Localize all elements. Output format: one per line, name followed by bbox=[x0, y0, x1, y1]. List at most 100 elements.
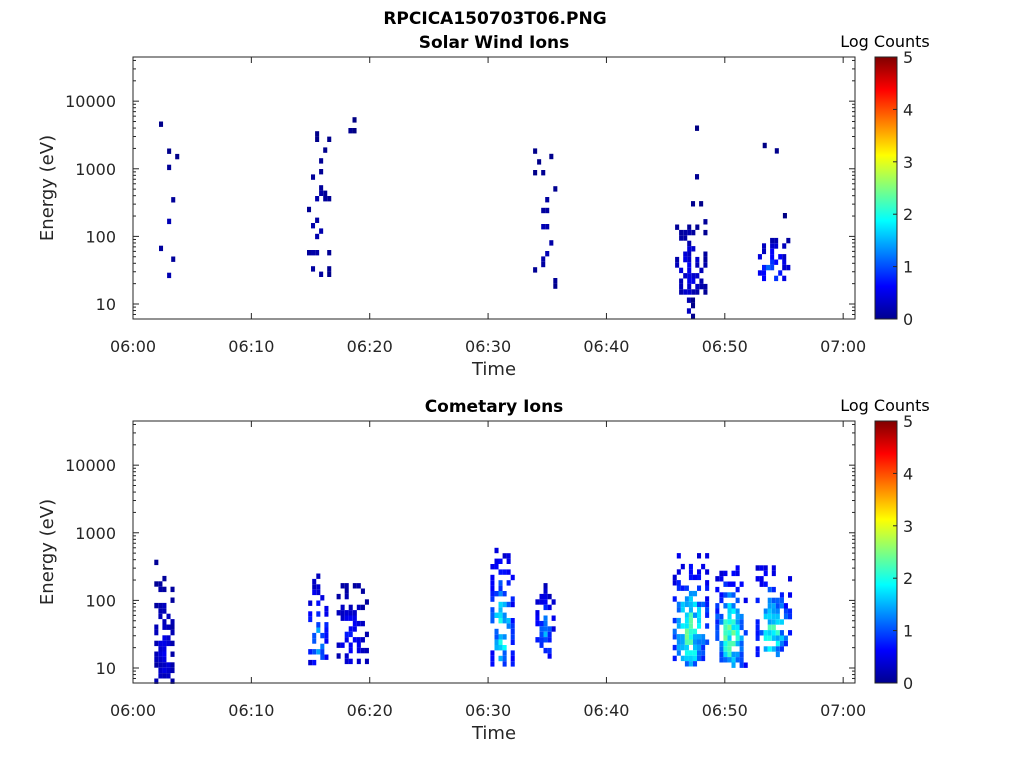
heatmap-cell bbox=[308, 616, 313, 623]
heatmap-cell bbox=[344, 615, 349, 621]
data-blob bbox=[686, 297, 696, 320]
heatmap-cell bbox=[316, 600, 321, 606]
heatmap-cell bbox=[735, 657, 740, 663]
heatmap-cell bbox=[166, 640, 171, 647]
data-blob bbox=[691, 125, 704, 207]
heatmap-cell bbox=[502, 661, 507, 667]
heatmap-cell bbox=[352, 610, 357, 616]
heatmap-cell bbox=[688, 569, 693, 575]
heatmap-cell bbox=[762, 275, 767, 282]
heatmap-cell bbox=[494, 634, 499, 640]
heatmap-cell bbox=[771, 630, 776, 636]
heatmap-cell bbox=[735, 630, 740, 636]
heatmap-cell bbox=[786, 264, 791, 271]
heatmap-cell bbox=[679, 283, 684, 290]
heatmap-cell bbox=[763, 570, 768, 577]
heatmap-cell bbox=[723, 630, 728, 636]
heatmap-cell bbox=[739, 662, 744, 668]
heatmap-cell bbox=[158, 608, 163, 614]
heatmap-cell bbox=[319, 158, 324, 164]
heatmap-cell bbox=[494, 639, 499, 645]
heatmap-cell bbox=[676, 553, 681, 559]
heatmap-cell bbox=[739, 635, 744, 641]
data-blob bbox=[159, 121, 180, 279]
heatmap-cell bbox=[364, 647, 369, 654]
heatmap-cell bbox=[695, 256, 700, 263]
heatmap-cell bbox=[319, 185, 324, 191]
y-axis-label: Energy (eV) bbox=[37, 135, 58, 241]
y-axis: 10 100 1000 10000 bbox=[65, 59, 855, 320]
heatmap-cell bbox=[779, 635, 784, 641]
heatmap-cell bbox=[490, 661, 495, 667]
heatmap-cell bbox=[676, 580, 681, 586]
heatmap-cell bbox=[316, 573, 321, 579]
heatmap-cell bbox=[688, 596, 693, 602]
heatmap-cell bbox=[715, 635, 720, 641]
heatmap-cell bbox=[770, 248, 775, 255]
heatmap-cell bbox=[679, 289, 684, 295]
heatmap-cell bbox=[774, 259, 779, 265]
heatmap-cell bbox=[547, 604, 552, 611]
heatmap-cell bbox=[731, 630, 736, 636]
heatmap-cell bbox=[676, 644, 681, 651]
heatmap-cell bbox=[320, 643, 325, 650]
heatmap-cell bbox=[311, 266, 316, 272]
heatmap-cell bbox=[695, 174, 700, 180]
heatmap-cell bbox=[360, 637, 365, 643]
heatmap-cell bbox=[771, 603, 776, 609]
heatmap-cell bbox=[166, 673, 171, 679]
heatmap-cell bbox=[757, 270, 762, 276]
x-tick-label: 06:40 bbox=[583, 337, 629, 356]
heatmap-cell bbox=[762, 248, 767, 255]
heatmap-cell bbox=[506, 580, 511, 586]
heatmap-cell bbox=[684, 644, 689, 651]
data-blob bbox=[755, 565, 793, 658]
heatmap-cell bbox=[684, 650, 689, 656]
heatmap-cell bbox=[699, 267, 704, 274]
heatmap-cell bbox=[688, 655, 693, 662]
heatmap-cell bbox=[553, 186, 558, 192]
heatmap-cell bbox=[553, 278, 558, 284]
heatmap-cell bbox=[715, 619, 720, 625]
heatmap-cell bbox=[782, 264, 787, 271]
heatmap-cell bbox=[158, 651, 163, 657]
heatmap-cell bbox=[539, 637, 544, 643]
heatmap-cell bbox=[687, 246, 692, 252]
heatmap-cell bbox=[316, 627, 321, 633]
heatmap-cell bbox=[539, 631, 544, 638]
heatmap-cell bbox=[775, 635, 780, 641]
heatmap-cell bbox=[162, 656, 167, 663]
heatmap-cell bbox=[691, 289, 696, 295]
heatmap-cell bbox=[680, 607, 685, 613]
heatmap-cell bbox=[680, 655, 685, 662]
heatmap-cell bbox=[356, 658, 361, 665]
heatmap-cell bbox=[490, 564, 495, 570]
heatmap-cell bbox=[755, 635, 760, 641]
heatmap-cell bbox=[498, 612, 503, 618]
heatmap-cell bbox=[767, 586, 772, 593]
heatmap-cell bbox=[697, 650, 702, 656]
heatmap-cell bbox=[767, 646, 772, 652]
heatmap-cell bbox=[543, 631, 548, 638]
heatmap-cell bbox=[693, 601, 698, 608]
heatmap-cell bbox=[308, 649, 313, 655]
heatmap-cell bbox=[687, 273, 692, 279]
colorbar-tick-label: 3 bbox=[903, 153, 913, 172]
heatmap-cell bbox=[691, 313, 696, 320]
heatmap-cell bbox=[691, 278, 696, 284]
heatmap-cell bbox=[763, 581, 768, 587]
heatmap-cell bbox=[348, 610, 353, 616]
heatmap-cell bbox=[510, 596, 515, 602]
heatmap-cell bbox=[743, 662, 748, 668]
heatmap-cell bbox=[510, 634, 515, 640]
heatmap-cell bbox=[498, 655, 503, 662]
heatmap-cell bbox=[727, 592, 732, 598]
heatmap-cell bbox=[697, 553, 702, 559]
heatmap-cell bbox=[731, 640, 736, 647]
heatmap-cell bbox=[697, 639, 702, 645]
heatmap-cell bbox=[779, 646, 784, 652]
colorbar-title: Log Counts bbox=[840, 32, 930, 51]
heatmap-cell bbox=[686, 297, 691, 303]
heatmap-cell bbox=[723, 592, 728, 598]
heatmap-cell bbox=[167, 164, 172, 171]
